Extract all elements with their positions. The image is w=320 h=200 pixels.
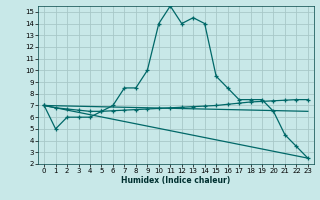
X-axis label: Humidex (Indice chaleur): Humidex (Indice chaleur) xyxy=(121,176,231,185)
